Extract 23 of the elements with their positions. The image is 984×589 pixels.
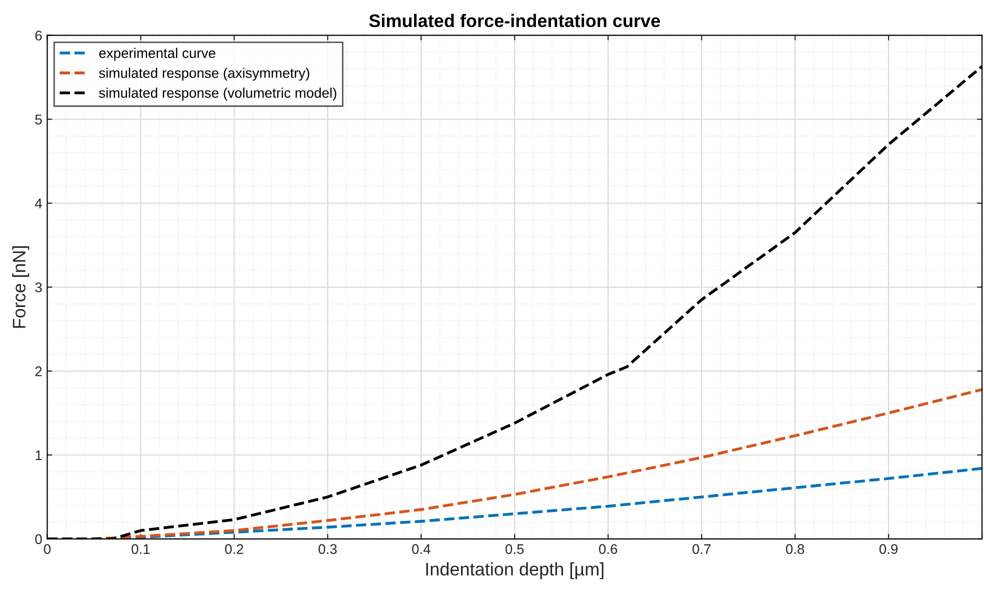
legend-label: experimental curve <box>99 48 216 61</box>
chart-title: Simulated force-indentation curve <box>369 14 660 28</box>
y-tick-label: 5 <box>35 114 42 124</box>
x-tick-label: 0 <box>44 544 51 554</box>
x-tick-label: 0.8 <box>786 544 804 554</box>
y-tick-label: 1 <box>36 450 42 460</box>
x-tick-label: 0.1 <box>132 544 150 554</box>
legend-label: simulated response (axisymmetry) <box>99 68 310 81</box>
y-tick-label: 6 <box>35 30 42 41</box>
y-axis-title: Force [nN] <box>12 246 30 328</box>
y-tick-label: 0 <box>35 534 42 544</box>
y-tick-label: 3 <box>35 282 42 292</box>
legend-label: simulated response (volumetric model) <box>99 88 336 101</box>
x-tick-label: 0.6 <box>599 544 618 554</box>
y-tick-label: 2 <box>35 366 42 376</box>
x-axis-title: Indentation depth [µm] <box>426 562 604 580</box>
x-tick-label: 0.2 <box>225 544 244 554</box>
x-tick-label: 0.4 <box>412 544 430 554</box>
y-tick-label: 4 <box>34 198 42 208</box>
x-tick-label: 0.9 <box>879 544 898 554</box>
x-tick-label: 0.5 <box>506 544 524 554</box>
x-tick-label: 0.7 <box>692 544 711 554</box>
x-tick-label: 0.3 <box>318 544 337 554</box>
